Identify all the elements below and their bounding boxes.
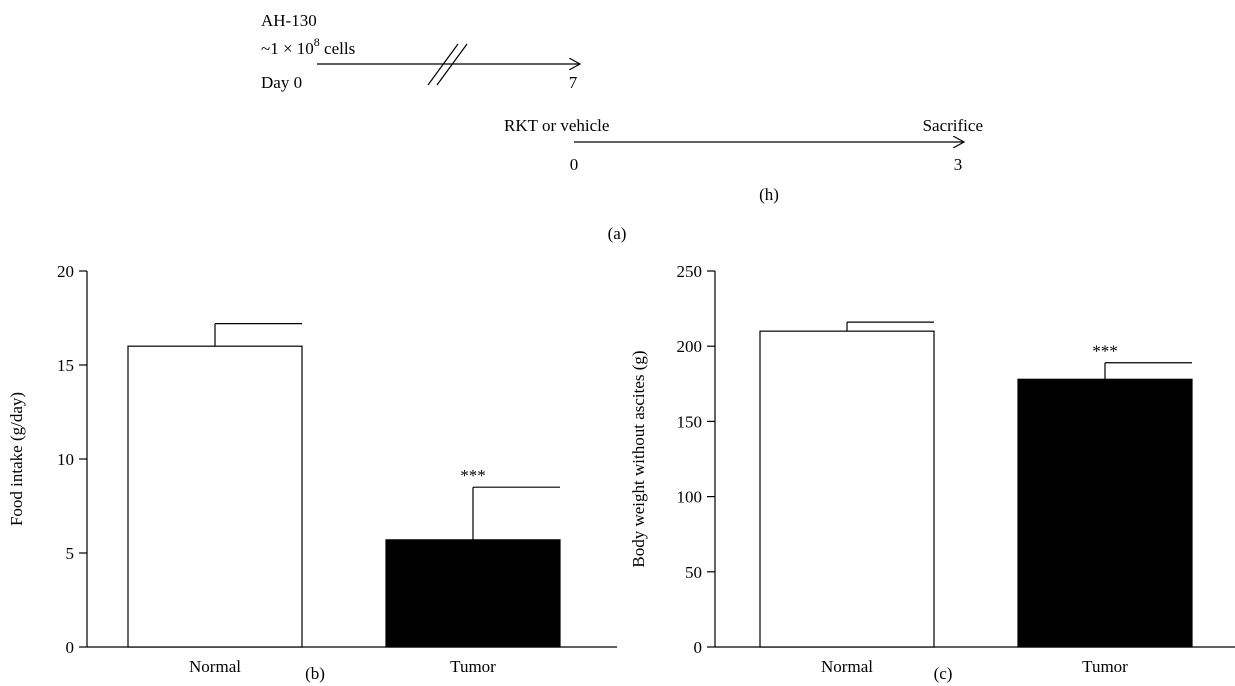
bar-normal [759,330,935,648]
timeline2-start-label: 0 [570,155,579,174]
bar-tumor [385,539,561,648]
timeline1-break-mark-2 [436,43,468,86]
x-tick-label: Normal [189,657,241,676]
y-tick-label: 15 [57,356,74,375]
chart-body-weight: 0 50 100 150 200 250 Body weight without ascit… [629,262,1235,683]
timeline1-start-label: Day 0 [261,73,302,92]
y-tick-label: 5 [66,544,75,563]
y-tick-label: 200 [677,337,703,356]
y-tick-label: 250 [677,262,703,281]
y-tick-label: 0 [694,638,703,657]
timeline2-end-label: 3 [954,155,963,174]
dose-suffix: cells [320,39,355,58]
y-tick-label: 20 [57,262,74,281]
bar-tumor [1017,378,1193,648]
chart-food-intake: 0 5 10 15 20 Food intake (g/day) Normal *** Tumo… [7,262,617,683]
dose-prefix: ~1 × 10 [261,39,314,58]
dose-exponent: 8 [314,35,320,49]
significance-marker: *** [460,466,486,485]
timeline1-title: AH-130 [261,11,317,30]
timeline1-break-mark-1 [427,43,459,86]
timeline1-end-label: 7 [569,73,578,92]
y-axis-label: Food intake (g/day) [7,392,26,526]
x-tick-label: Normal [821,657,873,676]
bar-normal [127,345,303,648]
y-tick-label: 10 [57,450,74,469]
y-axis-label: Body weight without ascites (g) [629,350,648,567]
timeline2-end-text: Sacrifice [923,116,983,135]
panel-a-timeline: AH-130 ~1 × 108 cells Day 0 7 RKT or veh… [261,11,983,243]
timeline-sub-label: (h) [759,185,779,204]
y-tick-label: 0 [66,638,75,657]
y-tick-label: 100 [677,488,703,507]
y-tick-label: 50 [685,563,702,582]
panel-label: (c) [934,664,953,683]
panel-a-label: (a) [608,224,627,243]
x-tick-label: Tumor [450,657,496,676]
significance-marker: *** [1092,342,1118,361]
x-tick-label: Tumor [1082,657,1128,676]
timeline2-start-text: RKT or vehicle [504,116,609,135]
panel-label: (b) [305,664,325,683]
timeline1-dose: ~1 × 108 cells [261,35,355,58]
y-tick-label: 150 [677,412,703,431]
